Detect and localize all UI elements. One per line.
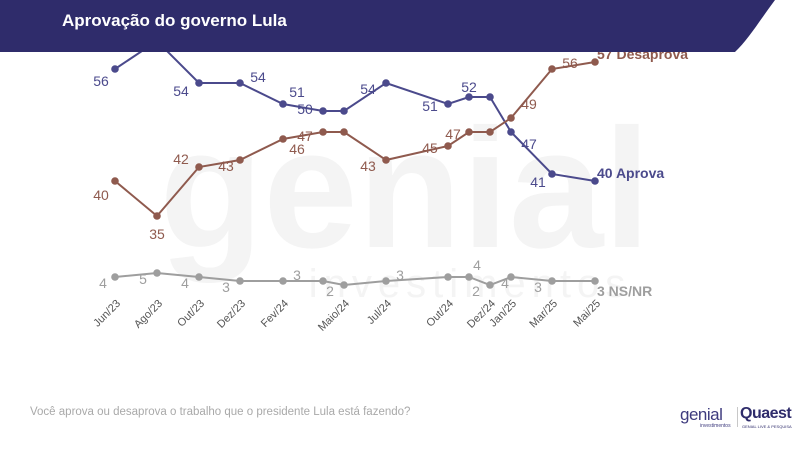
- data-label: 56: [93, 73, 109, 89]
- genial-logo: genial: [680, 405, 723, 424]
- data-point: [111, 177, 119, 185]
- data-label: 47: [445, 126, 461, 142]
- data-point: [444, 100, 452, 108]
- data-label: 43: [218, 158, 234, 174]
- data-point: [279, 277, 287, 285]
- series-end-label: 40 Aprova: [597, 165, 664, 181]
- watermark-main: genial: [159, 94, 650, 284]
- data-point: [548, 170, 556, 178]
- data-point: [195, 273, 203, 281]
- header-shape: [0, 0, 775, 52]
- data-point: [382, 79, 390, 87]
- data-label: 52: [461, 79, 477, 95]
- data-point: [382, 277, 390, 285]
- data-label: 40: [93, 187, 109, 203]
- series-end-label: 3 NS/NR: [597, 283, 652, 299]
- x-tick-label: Out/23: [175, 298, 207, 330]
- data-point: [340, 128, 348, 136]
- data-point: [507, 114, 515, 122]
- quaest-logo-sub: GENIAL LIVE & PESQUISA: [742, 424, 792, 429]
- header-banner: Aprovação do governo Lula: [0, 0, 810, 52]
- data-label: 4: [501, 275, 509, 291]
- data-label: 2: [326, 283, 334, 299]
- data-point: [486, 128, 494, 136]
- data-point: [111, 273, 119, 281]
- data-label: 4: [99, 275, 107, 291]
- quaest-logo: Quaest: [740, 405, 792, 422]
- data-point: [507, 273, 515, 281]
- data-point: [279, 100, 287, 108]
- data-label: 49: [521, 96, 537, 112]
- data-label: 3: [222, 279, 230, 295]
- data-point: [195, 79, 203, 87]
- data-label: 43: [360, 158, 376, 174]
- data-label: 50: [297, 101, 313, 117]
- data-label: 46: [289, 141, 305, 157]
- data-label: 54: [173, 83, 189, 99]
- data-label: 47: [297, 128, 313, 144]
- x-tick-label: Dez/23: [215, 298, 248, 331]
- x-tick-label: Ago/23: [132, 298, 165, 331]
- data-point: [319, 107, 327, 115]
- x-tick-label: Fev/24: [259, 298, 291, 330]
- data-point: [111, 65, 119, 73]
- data-point: [279, 135, 287, 143]
- series-line-aprova: [114, 52, 596, 182]
- data-labels: 566054545150545152474140 Aprova403542434…: [93, 52, 688, 299]
- series-end-label: 57 Desaprova: [597, 52, 688, 62]
- data-label: 51: [289, 84, 305, 100]
- data-point: [465, 93, 473, 101]
- data-label: 54: [360, 81, 376, 97]
- data-point: [319, 277, 327, 285]
- data-point: [465, 128, 473, 136]
- data-point: [465, 273, 473, 281]
- data-point: [195, 163, 203, 171]
- data-label: 5: [139, 271, 147, 287]
- data-point: [548, 277, 556, 285]
- data-point: [236, 79, 244, 87]
- data-point: [444, 142, 452, 150]
- data-label: 42: [173, 151, 189, 167]
- data-point: [591, 177, 599, 185]
- data-label: 51: [422, 98, 438, 114]
- data-label: 3: [396, 267, 404, 283]
- data-point: [340, 107, 348, 115]
- x-tick-label: Jun/23: [91, 298, 123, 330]
- data-point: [507, 128, 515, 136]
- data-label: 54: [250, 69, 266, 85]
- data-point: [153, 269, 161, 277]
- logo-divider: [737, 407, 738, 427]
- page-title: Aprovação do governo Lula: [62, 11, 287, 30]
- data-label: 3: [534, 279, 542, 295]
- survey-question: Você aprova ou desaprova o trabalho que …: [30, 406, 411, 418]
- data-point: [236, 277, 244, 285]
- data-point: [319, 128, 327, 136]
- data-point: [486, 281, 494, 289]
- data-point: [591, 58, 599, 66]
- series-line-desaprova: [114, 61, 596, 218]
- data-label: 56: [562, 55, 578, 71]
- data-point: [486, 93, 494, 101]
- data-label: 4: [181, 275, 189, 291]
- data-label: 4: [473, 257, 481, 273]
- data-label: 2: [472, 283, 480, 299]
- header-background: [0, 0, 775, 52]
- data-label: 47: [521, 136, 537, 152]
- data-point: [236, 156, 244, 164]
- data-point: [153, 212, 161, 220]
- data-point: [591, 277, 599, 285]
- data-point: [444, 273, 452, 281]
- data-label: 45: [422, 140, 438, 156]
- series-points: [111, 58, 599, 289]
- data-point: [340, 281, 348, 289]
- genial-logo-sub: investimentos: [700, 423, 731, 429]
- data-label: 41: [530, 174, 546, 190]
- line-chart: genial investimentos 5660545451505451524…: [91, 52, 688, 334]
- data-point: [548, 65, 556, 73]
- watermark: genial investimentos: [159, 94, 650, 306]
- brand-logos: genial investimentos Quaest GENIAL LIVE …: [676, 402, 796, 434]
- data-label: 35: [149, 226, 165, 242]
- data-label: 3: [293, 267, 301, 283]
- data-point: [382, 156, 390, 164]
